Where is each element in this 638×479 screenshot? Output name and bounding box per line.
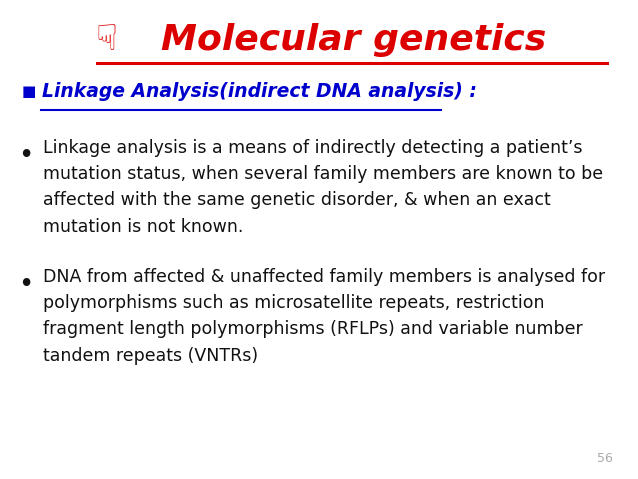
Text: Linkage Analysis(indirect DNA analysis) :: Linkage Analysis(indirect DNA analysis) …	[42, 82, 477, 101]
Text: Linkage analysis is a means of indirectly detecting a patient’s
mutation status,: Linkage analysis is a means of indirectl…	[43, 138, 603, 236]
Text: DNA from affected & unaffected family members is analysed for
polymorphisms such: DNA from affected & unaffected family me…	[43, 268, 605, 365]
Text: •: •	[18, 143, 33, 169]
Text: •: •	[18, 273, 33, 298]
Text: ☟: ☟	[96, 23, 117, 57]
Text: Molecular genetics: Molecular genetics	[161, 23, 546, 57]
Text: 56: 56	[597, 452, 613, 465]
Text: ■: ■	[22, 84, 36, 99]
